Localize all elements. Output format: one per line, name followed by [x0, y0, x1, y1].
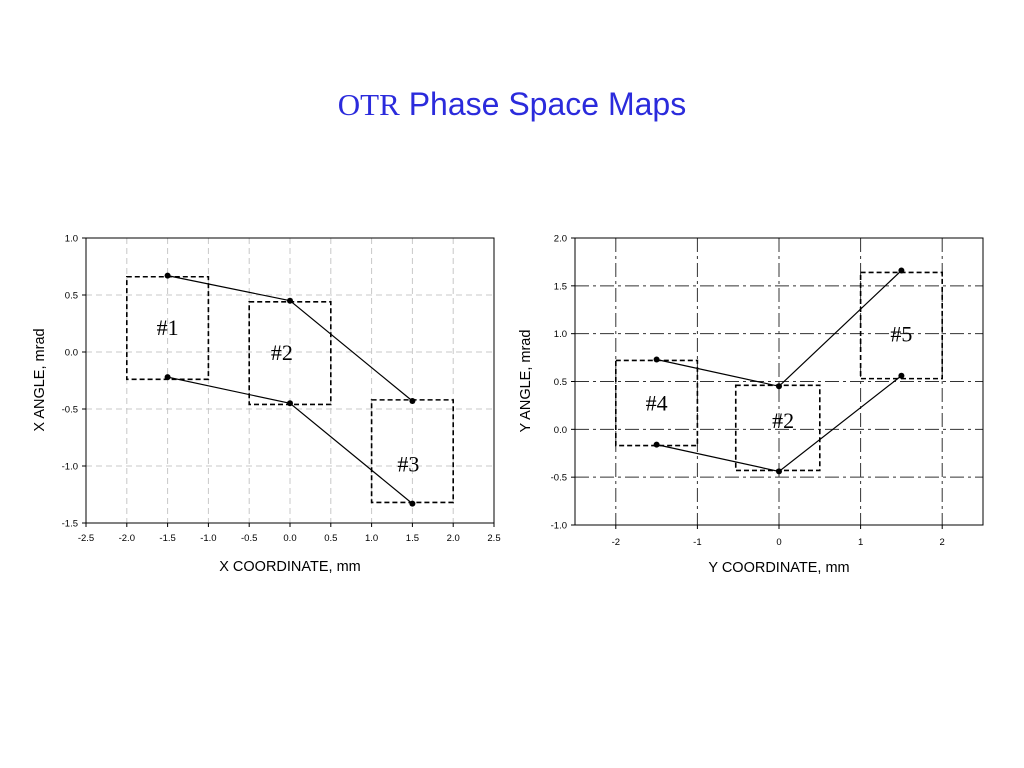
data-point: [776, 468, 782, 475]
region-label: #2: [772, 408, 794, 433]
data-point: [164, 374, 171, 381]
x-tick-label: 0.0: [283, 533, 296, 544]
chart-2: -2 -1 0 1 2 -1.0 -0.5 0.0 0.5 1.0 1.5 2.0 Y COORDINA…: [518, 234, 984, 576]
y-tick-label: 1.0: [554, 329, 567, 340]
title-main: Phase Space Maps: [399, 86, 687, 122]
y-tick-label: -0.5: [551, 473, 567, 484]
slide-title: OTR Phase Space Maps: [0, 86, 1024, 123]
data-point: [409, 398, 416, 405]
y-tick-label: -1.0: [62, 462, 78, 473]
data-point: [898, 372, 905, 379]
x-tick-label: 0.5: [324, 533, 337, 544]
data-point: [287, 297, 293, 304]
y-tick-label: 2.0: [554, 234, 567, 245]
y-tick-label: 1.5: [554, 281, 567, 292]
data-point: [776, 383, 782, 390]
x-tick-label: 0: [776, 537, 781, 548]
x-tick-label: -1.0: [200, 533, 216, 544]
x-tick-label: -0.5: [241, 533, 257, 544]
x-tick-label: -2.0: [119, 533, 135, 544]
y-tick-label: 0.5: [65, 291, 78, 302]
data-point: [653, 441, 660, 448]
data-point: [653, 356, 660, 363]
x-tick-label: -1.5: [159, 533, 175, 544]
x-tick-label: -2.5: [78, 533, 94, 544]
data-point: [287, 400, 293, 407]
y-tick-label: 0.0: [65, 348, 78, 359]
y-tick-label: 0.0: [554, 425, 567, 436]
x-tick-label: 2.5: [487, 533, 500, 544]
y-axis-label: Y ANGLE, mrad: [518, 330, 534, 433]
x-tick-label: 2: [940, 537, 945, 548]
x-tick-label: 1.5: [406, 533, 419, 544]
data-point: [409, 500, 416, 507]
x-tick-label: 1: [858, 537, 863, 548]
region-label: #5: [890, 322, 912, 347]
data-point: [898, 267, 905, 274]
y-tick-label: 1.0: [65, 234, 78, 245]
x-axis-label: X COORDINATE, mm: [219, 559, 361, 575]
region-label: #2: [271, 340, 293, 365]
data-point: [164, 272, 171, 279]
y-tick-label: 0.5: [554, 377, 567, 388]
x-axis-label: Y COORDINATE, mm: [708, 560, 849, 576]
region-label: #3: [397, 452, 419, 477]
region-label: #4: [646, 391, 668, 416]
x-tick-label: 2.0: [447, 533, 460, 544]
y-tick-label: -1.5: [62, 519, 78, 530]
x-tick-label: 1.0: [365, 533, 378, 544]
title-prefix: OTR: [337, 87, 400, 122]
y-tick-label: -0.5: [62, 405, 78, 416]
x-tick-label: -2: [612, 537, 620, 548]
y-axis-label: X ANGLE, mrad: [32, 328, 48, 431]
region-label: #1: [157, 315, 179, 340]
x-tick-label: -1: [693, 537, 701, 548]
y-tick-label: -1.0: [551, 521, 567, 532]
chart-1: -2.5 -2.0 -1.5 -1.0 -0.5 0.0 0.5 1.0 1.5 2.0 2.5 -1…: [32, 234, 501, 576]
